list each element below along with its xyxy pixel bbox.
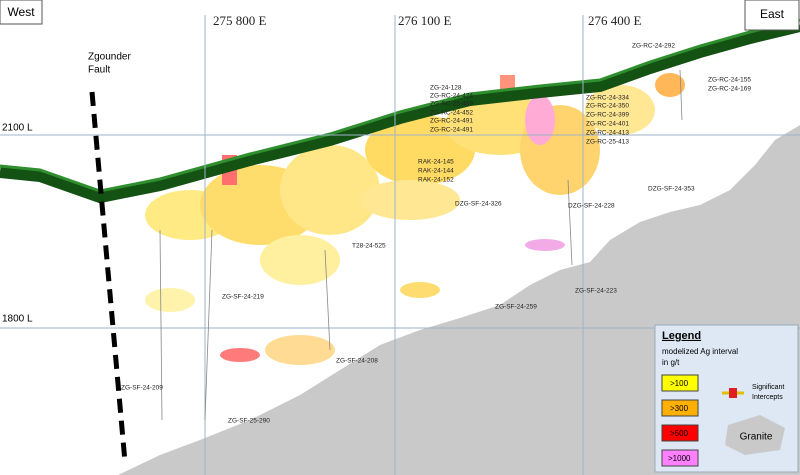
drill-hole-label: ZG-RC-24-491 — [430, 127, 473, 134]
legend-intercepts: Significant — [752, 384, 784, 391]
drill-hole-label: ZG-RC-24-401 — [586, 121, 629, 128]
fault-label: Zgounder — [88, 52, 131, 63]
west-box — [0, 0, 43, 25]
fault-trace — [89, 91, 128, 463]
legend-swatch — [661, 449, 699, 467]
legend-class: >100 — [670, 379, 689, 388]
drill-hole-label: ZG-SF-24-219 — [222, 294, 264, 301]
drill-hole-label: DZG-SF-24-228 — [568, 203, 615, 210]
level-label: 2100 L — [2, 123, 33, 134]
easting-label: 276 100 E — [398, 13, 452, 28]
legend-subtitle: modelized Ag interval — [662, 347, 738, 356]
drill-traces — [159, 69, 683, 421]
legend: Legend modelized Ag interval in g/t >100… — [654, 324, 799, 473]
drill-hole-label: ZG-RC-24-292 — [632, 43, 675, 50]
drill-hole-label: ZG-RC-25-413 — [586, 139, 629, 146]
legend-swatch — [661, 424, 699, 442]
fault-label: Fault — [88, 65, 110, 76]
terrain-highlight — [0, 18, 800, 193]
drill-hole-label: ZG-RC-24-452 — [430, 110, 473, 117]
level-label: 1800 L — [2, 314, 33, 325]
legend-class: >1000 — [668, 454, 691, 463]
drill-hole-label: ZG-RC-24-334 — [586, 95, 629, 102]
drill-hole-label: ZG-SF-24-223 — [575, 288, 617, 295]
legend-unit: in g/t — [662, 358, 680, 367]
easting-label: 275 800 E — [213, 13, 267, 28]
drill-hole-label: ZG-RC-24-413 — [586, 130, 629, 137]
drill-hole-label: T28-24-525 — [352, 243, 386, 250]
easting-label: 276 400 E — [588, 13, 642, 28]
drill-hole-label: DZG-SF-24-353 — [648, 186, 695, 193]
drill-hole-label: RAK-24-152 — [418, 177, 454, 184]
west-label: West — [7, 5, 35, 19]
legend-granite: Granite — [740, 432, 773, 443]
drill-hole-label: ZG-SF-24-259 — [495, 304, 537, 311]
granite-symbol — [725, 415, 785, 455]
drill-hole-label: RAK-24-145 — [418, 159, 454, 166]
granite-body — [118, 125, 800, 475]
drill-hole-label: ZG-SF-25-290 — [228, 418, 270, 425]
drill-hole-labels: ZG-RC-24-292 ZG-RC-24-155 ZG-RC-24-169 ZG-2… — [121, 43, 751, 425]
drill-hole-label: ZG-SF-24-208 — [336, 358, 378, 365]
drill-hole-label: ZG-RC-24-424 — [430, 93, 473, 100]
terrain-surface — [0, 20, 800, 204]
intercept-symbol — [729, 388, 737, 398]
drill-hole-label: ZG-RC-24-155 — [708, 77, 751, 84]
drill-hole-label: DZG-SF-24-326 — [455, 201, 502, 208]
legend-class: >500 — [670, 429, 689, 438]
drill-hole-label: RAK-24-144 — [418, 168, 454, 175]
legend-intercepts: Intercepts — [752, 394, 783, 401]
drill-hole-label: ZG-RC-25-469 — [430, 101, 473, 108]
legend-title: Legend — [662, 330, 701, 342]
east-label: East — [760, 7, 785, 21]
mineralization — [145, 73, 685, 365]
legend-swatch — [661, 399, 699, 417]
drill-hole-label: ZG-RC-24-169 — [708, 86, 751, 93]
legend-swatch — [661, 374, 699, 392]
east-box — [744, 0, 800, 31]
drill-hole-label: ZG-24-128 — [430, 85, 462, 92]
drill-hole-label: ZG-RC-24-399 — [586, 112, 629, 119]
drill-hole-label: ZG-SF-24-209 — [121, 385, 163, 392]
drill-hole-label: ZG-RC-24-350 — [586, 103, 629, 110]
legend-class: >300 — [670, 404, 689, 413]
drill-hole-label: ZG-RC-24-491 — [430, 118, 473, 125]
